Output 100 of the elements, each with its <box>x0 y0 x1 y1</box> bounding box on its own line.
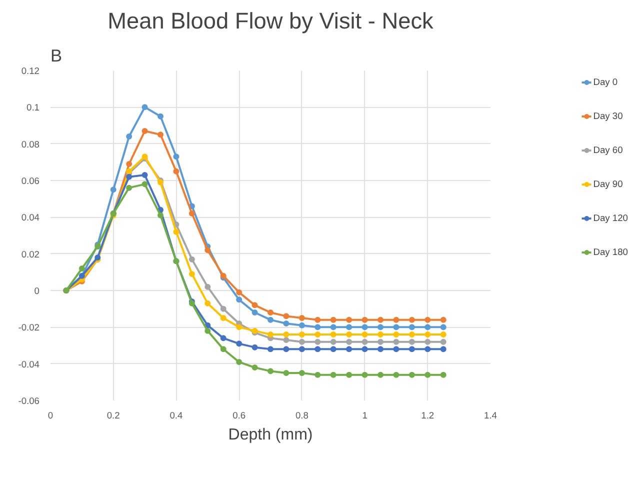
point <box>298 315 305 321</box>
point <box>220 315 226 321</box>
legend-label: Day 120 <box>593 213 628 223</box>
point <box>378 338 384 345</box>
x-tick-label: 1 <box>362 410 368 420</box>
point <box>378 372 384 378</box>
point <box>173 154 180 160</box>
point <box>330 324 336 330</box>
y-tick-label: 0 <box>34 286 40 296</box>
point <box>408 346 415 352</box>
point <box>330 372 336 378</box>
point <box>346 338 352 345</box>
point <box>424 324 431 330</box>
point <box>78 266 85 272</box>
point <box>236 359 242 365</box>
point <box>440 332 446 338</box>
point <box>362 346 368 352</box>
point <box>362 372 368 378</box>
point <box>408 316 415 323</box>
point <box>268 346 274 352</box>
point <box>393 372 400 378</box>
point <box>158 212 164 218</box>
point <box>236 289 242 296</box>
y-tick-label: 0.02 <box>21 249 40 260</box>
legend-label: Day 60 <box>593 145 624 155</box>
point <box>188 210 195 216</box>
point <box>126 161 132 167</box>
point <box>268 332 274 338</box>
point <box>314 372 321 378</box>
x-axis-title: Depth (mm) <box>228 426 313 444</box>
point <box>268 368 274 374</box>
point <box>378 316 384 323</box>
point <box>346 332 352 338</box>
point <box>188 271 195 277</box>
y-tick-label: 0.1 <box>26 102 40 113</box>
point <box>158 113 164 120</box>
point <box>314 332 321 338</box>
point <box>330 332 336 338</box>
point <box>283 370 290 376</box>
x-tick-label: 0.8 <box>295 410 308 420</box>
point <box>440 324 446 330</box>
point <box>283 337 290 343</box>
point <box>378 324 384 330</box>
point <box>142 104 148 110</box>
point <box>220 306 226 312</box>
point <box>408 372 415 378</box>
point <box>362 324 368 330</box>
chart-title: Mean Blood Flow by Visit - Neck <box>108 8 434 34</box>
x-tick-label: 0 <box>48 410 54 420</box>
point <box>298 338 305 345</box>
point <box>424 346 431 352</box>
point <box>440 338 446 345</box>
point <box>126 134 132 140</box>
point <box>142 128 148 134</box>
point <box>283 320 290 326</box>
point <box>220 346 226 352</box>
y-tick-label: 0.04 <box>21 212 40 223</box>
x-tick-label: 0.6 <box>232 410 246 420</box>
point <box>424 338 431 345</box>
point <box>424 372 431 378</box>
x-tick-label: 1.4 <box>484 410 497 420</box>
point <box>252 310 258 316</box>
point <box>314 346 321 352</box>
point <box>268 316 274 323</box>
point <box>173 168 180 174</box>
legend-label: Day 90 <box>593 179 624 189</box>
point <box>346 372 352 378</box>
point <box>252 364 258 370</box>
point <box>298 332 305 338</box>
point <box>236 324 242 330</box>
point <box>298 346 305 352</box>
point <box>126 184 132 191</box>
point <box>236 340 242 347</box>
point <box>188 256 195 262</box>
point <box>346 324 352 330</box>
y-tick-label: 0.12 <box>21 66 40 76</box>
y-tick-label: -0.04 <box>18 359 40 370</box>
legend-label: Day 180 <box>593 247 628 257</box>
point <box>268 310 274 316</box>
point <box>283 313 290 320</box>
point <box>142 181 148 188</box>
point <box>252 344 258 350</box>
point <box>314 324 321 330</box>
point <box>220 335 226 342</box>
y-tick-label: -0.06 <box>18 396 40 406</box>
point <box>110 186 116 193</box>
point <box>204 328 211 334</box>
point <box>408 338 415 345</box>
x-tick-label: 1.2 <box>421 410 434 420</box>
y-tick-label: 0.06 <box>21 176 40 186</box>
point <box>330 316 336 323</box>
point <box>362 316 368 323</box>
legend-label: Day 30 <box>593 111 624 121</box>
x-tick-label: 0.2 <box>106 410 120 420</box>
point <box>298 322 305 328</box>
x-tick-label: 0.4 <box>170 410 183 420</box>
point <box>393 346 400 352</box>
point <box>252 302 258 308</box>
point <box>424 332 431 338</box>
point <box>283 346 290 352</box>
